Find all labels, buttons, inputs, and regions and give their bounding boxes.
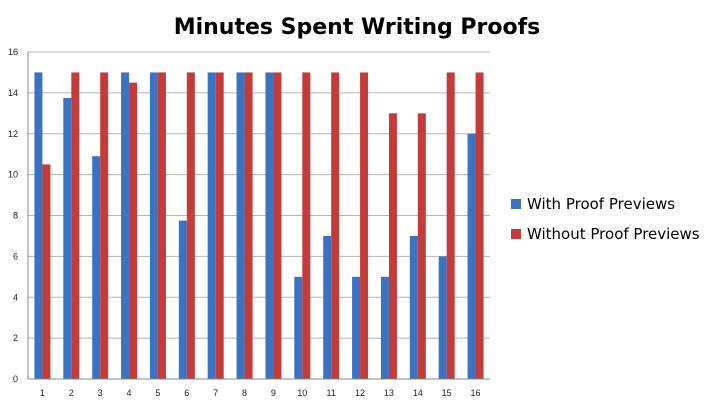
y-tick-label: 8 [13, 211, 18, 221]
x-tick-label: 7 [213, 388, 218, 398]
bar [323, 235, 332, 379]
bar [34, 72, 43, 379]
x-tick-label: 14 [413, 388, 423, 398]
bar [236, 72, 245, 379]
y-tick-label: 6 [13, 251, 18, 261]
bars [34, 72, 484, 379]
y-tick-label: 14 [8, 88, 18, 98]
bar [215, 72, 224, 379]
chart-title: Minutes Spent Writing Proofs [174, 15, 541, 40]
bar [475, 72, 484, 379]
legend-swatch [511, 199, 521, 209]
bar [42, 164, 51, 379]
bar [265, 72, 274, 379]
x-tick-label: 13 [384, 388, 394, 398]
bar [388, 113, 397, 379]
bar [438, 256, 447, 379]
x-tick-label: 15 [442, 388, 452, 398]
legend-label: With Proof Previews [527, 195, 675, 213]
x-tick-label: 3 [98, 388, 103, 398]
x-tick-label: 6 [184, 388, 189, 398]
bar [121, 72, 130, 379]
bar [71, 72, 80, 379]
bar [302, 72, 311, 379]
bar [467, 133, 476, 379]
bar [446, 72, 455, 379]
x-tick-label: 4 [127, 388, 132, 398]
bar [360, 72, 369, 379]
x-tick-label: 12 [355, 388, 365, 398]
bar [417, 113, 426, 379]
x-tick-label: 10 [297, 388, 307, 398]
y-tick-label: 4 [13, 292, 18, 302]
x-tick-label: 1 [40, 388, 45, 398]
y-tick-label: 10 [8, 170, 18, 180]
x-tick-label: 16 [471, 388, 481, 398]
bar [186, 72, 195, 379]
bar [129, 82, 138, 379]
bar [157, 72, 166, 379]
bar [178, 220, 187, 379]
x-tick-label: 9 [271, 388, 276, 398]
x-tick-label: 5 [155, 388, 160, 398]
bar [149, 72, 158, 379]
bar [273, 72, 282, 379]
y-tick-label: 2 [13, 333, 18, 343]
y-tick-label: 12 [8, 129, 18, 139]
bar [100, 72, 109, 379]
legend: With Proof Previews Without Proof Preview… [511, 195, 700, 243]
bar [63, 97, 72, 379]
y-tick-label: 0 [13, 374, 18, 384]
legend-label: Without Proof Previews [527, 225, 700, 243]
x-tick-label: 11 [327, 388, 336, 398]
bar [409, 235, 418, 379]
bar [331, 72, 340, 379]
legend-swatch [511, 229, 521, 239]
bar [207, 72, 216, 379]
y-tick-label: 16 [8, 47, 18, 57]
bar [92, 156, 101, 379]
bar [294, 276, 303, 379]
x-tick-label: 2 [69, 388, 74, 398]
bar [244, 72, 253, 379]
bar [352, 276, 361, 379]
x-tick-label: 8 [242, 388, 247, 398]
bar [380, 276, 389, 379]
